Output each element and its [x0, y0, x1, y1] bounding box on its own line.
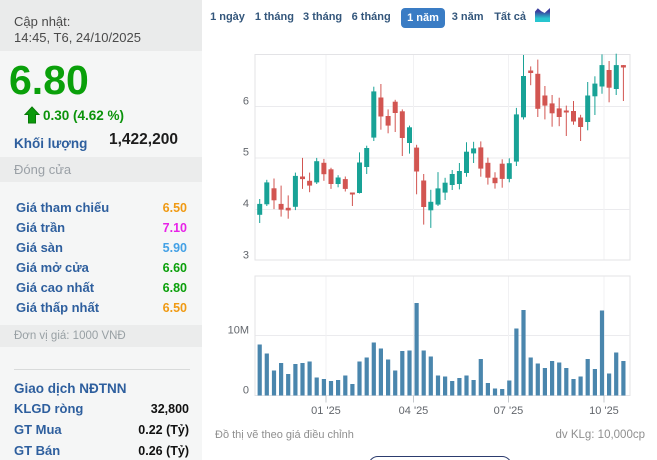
svg-text:4: 4: [243, 198, 249, 210]
svg-text:04 '25: 04 '25: [399, 405, 429, 417]
svg-text:10 '25: 10 '25: [589, 405, 619, 417]
svg-text:0: 0: [243, 385, 249, 397]
svg-text:07 '25: 07 '25: [494, 405, 524, 417]
svg-text:5: 5: [243, 147, 249, 159]
svg-text:01 '25: 01 '25: [311, 405, 341, 417]
svg-text:6: 6: [243, 96, 249, 108]
svg-text:10M: 10M: [228, 325, 249, 337]
svg-text:3: 3: [243, 250, 249, 262]
